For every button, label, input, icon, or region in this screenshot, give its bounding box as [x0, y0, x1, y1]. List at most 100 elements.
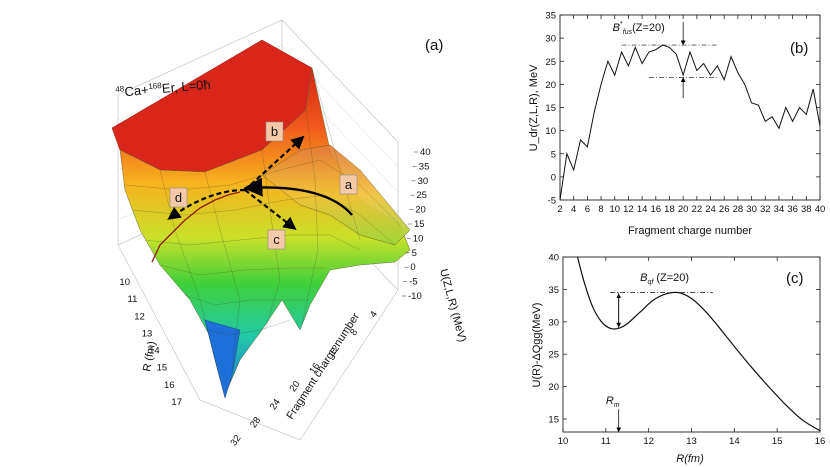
- x-tick-label: 22: [692, 204, 703, 215]
- panel-b-series-line: [560, 44, 820, 200]
- x-tick-label: 14: [729, 436, 740, 447]
- x-tick-label: 36: [787, 204, 798, 215]
- x-tick-label: 16: [815, 436, 826, 447]
- r-tick-label: 11: [128, 294, 138, 305]
- panel-c-ticks: 10 11 12 13 14 15 16 15 20 25 30 35 40: [548, 253, 825, 448]
- y-tick-label: 0: [551, 172, 556, 183]
- panel-c-rm-label: Rm: [606, 395, 620, 409]
- y-tick-label: 20: [545, 80, 556, 91]
- y-tick-label: 5: [551, 149, 556, 160]
- svg-text:d: d: [175, 190, 182, 205]
- panel-a-z-axis-label: U(Z,L,R) (MeV): [437, 268, 468, 344]
- z-tick-label: 35: [419, 161, 430, 172]
- surface-valley-trace: [151, 191, 241, 263]
- panel-b-frame: [559, 14, 821, 201]
- path-tag-b: b: [265, 121, 284, 142]
- y-tick-label: 15: [548, 415, 559, 426]
- z-tick-label: 10: [413, 233, 424, 244]
- panel-c-barrier-label: Bqf (Z=20): [640, 272, 689, 286]
- x-tick-label: 10: [609, 204, 620, 215]
- x-tick-label: 24: [705, 204, 716, 215]
- svg-text:c: c: [273, 232, 280, 247]
- x-tick-label: 20: [678, 204, 689, 215]
- y-tick-label: 15: [545, 103, 556, 114]
- svg-text:b: b: [271, 124, 278, 139]
- panel-a-charge-ticks: 48 12 16 20 24 28 32: [228, 309, 380, 448]
- panel-c-frame: [562, 256, 821, 433]
- z-tick-label: 30: [418, 176, 429, 187]
- x-tick-label: 8: [598, 204, 603, 215]
- x-tick-label: 40: [815, 204, 826, 215]
- y-tick-label: 35: [548, 285, 559, 296]
- panel-c-ylabel: U(R)-ΔQgg(MeV): [531, 303, 543, 388]
- panel-a-letter: (a): [425, 37, 443, 54]
- x-tick-label: 10: [558, 436, 569, 447]
- path-tag-c: c: [267, 229, 286, 250]
- surface-deep-valley: [204, 319, 241, 399]
- r-tick-label: 13: [142, 328, 153, 339]
- reaction-title: 48Ca+168Er, L=0ħ: [115, 77, 211, 100]
- z-tick-label: -5: [409, 277, 417, 288]
- x-tick-label: 2: [557, 204, 562, 215]
- path-arrow-a: [243, 177, 353, 216]
- panel-c-letter: (c): [786, 270, 804, 287]
- r-tick-label: 16: [164, 380, 175, 391]
- r-tick-label: 10: [119, 277, 130, 288]
- y-tick-label: -5: [548, 196, 556, 207]
- x-tick-label: 26: [719, 204, 730, 215]
- path-tag-d: d: [169, 187, 188, 208]
- z-tick-label: 20: [415, 205, 426, 216]
- z-tick-label: 25: [416, 190, 427, 201]
- panel-b-ylabel: U_dr(Z,L,R), MeV: [528, 64, 540, 151]
- panel-c-line-chart: 10 11 12 13 14 15 16 15 20 25 30 35 40 Bqf (Z=20) Rm…: [531, 253, 825, 466]
- y-tick-label: 25: [548, 350, 559, 361]
- panel-b-letter: (b): [790, 40, 808, 57]
- y-tick-label: 35: [545, 11, 556, 22]
- panel-b-ticks: 2 4 6 8 10 12 14 16 18 20 22 24 26 28 30 32 34 36 38 40-505…: [545, 11, 825, 216]
- surface-ridge: [261, 144, 411, 246]
- panel-a-z-ticks: -10 -5 0 5 10 15 20 25 30 35 40: [402, 147, 431, 302]
- z-tick-label: 5: [412, 248, 417, 259]
- x-tick-label: 13: [686, 436, 697, 447]
- x-tick-label: 18: [664, 204, 675, 215]
- x-tick-label: 38: [801, 204, 812, 215]
- y-tick-label: 20: [548, 382, 559, 393]
- charge-tick-label: 8: [348, 327, 360, 338]
- panel-b-xlabel: Fragment charge number: [628, 225, 752, 237]
- z-tick-label: -10: [408, 291, 422, 302]
- y-tick-label: 30: [548, 317, 559, 328]
- z-tick-label: 0: [410, 262, 415, 273]
- y-tick-label: 40: [548, 253, 559, 264]
- x-tick-label: 4: [571, 204, 576, 215]
- y-tick-label: 30: [545, 34, 556, 45]
- x-tick-label: 30: [746, 204, 757, 215]
- x-tick-label: 28: [733, 204, 744, 215]
- x-tick-label: 6: [585, 204, 590, 215]
- r-tick-label: 12: [134, 311, 145, 322]
- charge-tick-label: 24: [268, 397, 283, 412]
- x-tick-label: 16: [651, 204, 662, 215]
- panel-c-xlabel: R(fm): [676, 453, 704, 465]
- surface-mesh: [124, 67, 401, 381]
- x-tick-label: 12: [643, 436, 654, 447]
- charge-tick-label: 28: [248, 415, 263, 430]
- r-tick-label: 17: [171, 397, 182, 408]
- panel-a-surface-plot: a b c d (a) 48Ca+168Er, L=0ħ -10 -5 0 5 10 15…: [111, 19, 468, 448]
- panel-b-annotation: [621, 21, 718, 99]
- svg-text:a: a: [345, 177, 353, 192]
- charge-tick-label: 12: [327, 343, 342, 358]
- r-tick-label: 14: [149, 346, 160, 357]
- charge-tick-label: 32: [228, 433, 243, 448]
- panel-a-charge-axis-label: Fragment charge number: [284, 311, 362, 422]
- y-tick-label: 10: [545, 126, 556, 137]
- r-tick-label: 15: [157, 363, 168, 374]
- x-tick-label: 15: [772, 436, 783, 447]
- path-arrow-b: [244, 135, 305, 191]
- charge-tick-label: 20: [288, 379, 303, 394]
- path-arrow-c: [244, 189, 297, 231]
- y-tick-label: 25: [545, 57, 556, 68]
- path-tag-a: a: [339, 174, 358, 195]
- charge-tick-label: 4: [368, 309, 380, 320]
- panel-b-line-chart: 2 4 6 8 10 12 14 16 18 20 22 24 26 28 30 32 34 36 38 40-505…: [528, 11, 825, 238]
